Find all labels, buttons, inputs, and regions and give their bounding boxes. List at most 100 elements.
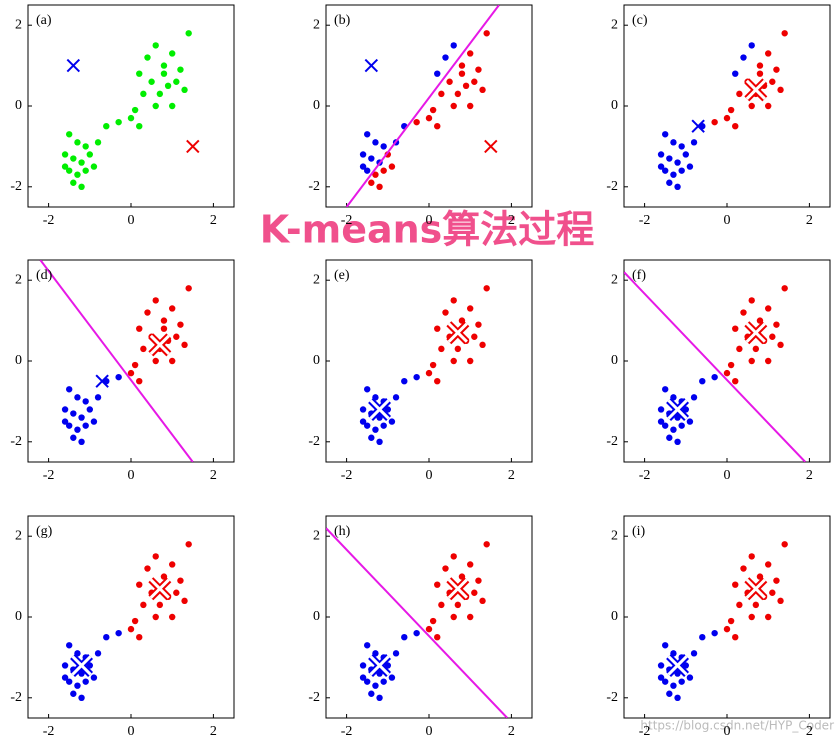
data-point xyxy=(152,297,159,304)
subplot: -2 0 2 -2 0 2 (h) xyxy=(308,515,533,739)
centroid xyxy=(148,333,172,357)
data-point xyxy=(152,613,159,621)
data-point xyxy=(160,325,168,332)
data-point xyxy=(674,183,681,190)
data-point xyxy=(727,106,735,114)
data-point xyxy=(372,171,379,178)
data-point xyxy=(169,305,176,312)
data-point xyxy=(127,114,135,122)
data-point xyxy=(169,50,176,57)
data-point xyxy=(144,565,151,572)
y-tick-label: 2 xyxy=(611,528,618,543)
x-tick-label: 2 xyxy=(508,468,515,483)
x-tick-label: 0 xyxy=(128,724,135,739)
decision-boundary xyxy=(624,271,807,462)
data-point xyxy=(380,678,387,685)
data-point xyxy=(686,163,694,170)
data-point xyxy=(66,642,73,649)
data-point xyxy=(136,634,143,641)
data-point xyxy=(450,42,457,49)
data-point xyxy=(446,78,453,85)
data-point xyxy=(690,139,698,146)
x-tick-label: 2 xyxy=(210,724,217,739)
data-point xyxy=(670,171,677,178)
data-point xyxy=(94,394,102,401)
data-point xyxy=(384,406,391,413)
data-point xyxy=(86,151,94,158)
plot-area xyxy=(61,30,200,190)
data-point xyxy=(462,82,470,90)
data-point xyxy=(359,163,367,170)
data-point xyxy=(78,694,85,701)
data-point xyxy=(454,90,462,98)
data-point xyxy=(438,345,445,353)
panel-label: (f) xyxy=(632,268,646,283)
data-point xyxy=(140,90,147,98)
data-point xyxy=(748,297,755,304)
panel-label: (c) xyxy=(632,13,648,28)
data-point xyxy=(781,285,788,292)
y-tick-label: -2 xyxy=(308,690,320,705)
centroid xyxy=(364,58,379,73)
plot-frame xyxy=(623,4,831,208)
data-point xyxy=(438,601,445,609)
x-tick-label: -2 xyxy=(341,468,353,483)
data-point xyxy=(678,143,685,150)
data-point xyxy=(732,581,739,588)
y-tick-label: 0 xyxy=(15,353,22,368)
data-point xyxy=(115,118,122,126)
data-point xyxy=(368,179,375,186)
data-point xyxy=(471,333,478,340)
y-tick-label: 2 xyxy=(15,528,22,543)
centroid xyxy=(446,577,470,601)
data-point xyxy=(781,30,788,37)
data-point xyxy=(152,42,159,49)
data-point xyxy=(442,54,449,61)
data-point xyxy=(678,167,685,174)
data-point xyxy=(61,163,69,170)
data-point xyxy=(429,361,437,369)
data-point xyxy=(156,90,164,98)
data-point xyxy=(674,694,681,701)
data-point xyxy=(368,690,375,697)
data-point xyxy=(144,309,151,316)
data-point xyxy=(181,597,188,605)
y-tick-label: 0 xyxy=(313,98,320,113)
panel-label: (h) xyxy=(334,524,351,539)
data-point xyxy=(160,317,168,324)
data-point xyxy=(392,650,400,657)
data-point xyxy=(736,601,743,609)
data-point xyxy=(70,434,77,441)
data-point xyxy=(115,629,122,637)
decision-boundary xyxy=(345,5,500,207)
data-point xyxy=(94,650,102,657)
data-point xyxy=(115,373,122,381)
decision-boundary xyxy=(326,527,509,718)
data-point xyxy=(185,541,192,548)
data-point xyxy=(450,613,457,621)
centroid xyxy=(666,654,690,677)
data-point xyxy=(181,341,188,349)
x-tick-label: 2 xyxy=(508,213,515,228)
x-tick-label: 0 xyxy=(128,468,135,483)
data-point xyxy=(732,70,739,77)
data-point xyxy=(61,674,69,681)
x-tick-label: 2 xyxy=(806,468,813,483)
data-point xyxy=(136,123,143,130)
data-point xyxy=(467,102,474,110)
data-point xyxy=(434,378,441,385)
data-point xyxy=(376,183,383,190)
x-tick-label: 0 xyxy=(426,468,433,483)
data-point xyxy=(90,418,98,425)
data-point xyxy=(74,171,81,178)
centroid xyxy=(368,398,392,421)
data-point xyxy=(450,553,457,560)
data-point xyxy=(666,179,673,186)
data-point xyxy=(177,66,184,73)
plot-area xyxy=(657,541,788,701)
y-tick-label: 2 xyxy=(313,17,320,32)
data-point xyxy=(450,297,457,304)
data-point xyxy=(140,601,147,609)
data-point xyxy=(359,406,367,413)
data-point xyxy=(740,565,747,572)
